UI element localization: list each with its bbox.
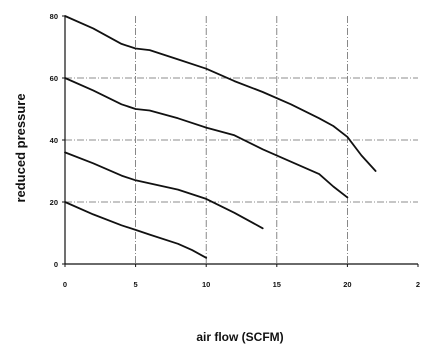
x-tick-label: 15 [273, 280, 281, 289]
y-tick-labels: 0 20 40 60 80 [50, 12, 58, 269]
x-tick-labels: 0 5 10 15 20 2 [63, 280, 420, 289]
series-line-4 [64, 201, 208, 259]
y-tick-label: 0 [54, 260, 58, 269]
y-axis-label: reduced pressure [13, 93, 28, 202]
y-tick-label: 20 [50, 198, 58, 207]
series-lines [64, 15, 377, 259]
x-axis-label: air flow (SCFM) [196, 330, 283, 344]
axes [62, 15, 419, 267]
x-tick-label: 10 [202, 280, 210, 289]
x-tick-label: 0 [63, 280, 67, 289]
series-line-3 [64, 151, 264, 230]
x-tick-label: 20 [343, 280, 351, 289]
series-line-1 [64, 15, 377, 172]
grid-lines [65, 16, 418, 264]
y-tick-label: 40 [50, 136, 58, 145]
y-tick-label: 60 [50, 74, 58, 83]
x-tick-label: 2 [416, 280, 420, 289]
series-line-2 [64, 77, 349, 199]
y-tick-label: 80 [50, 12, 58, 21]
x-tick-label: 5 [134, 280, 138, 289]
